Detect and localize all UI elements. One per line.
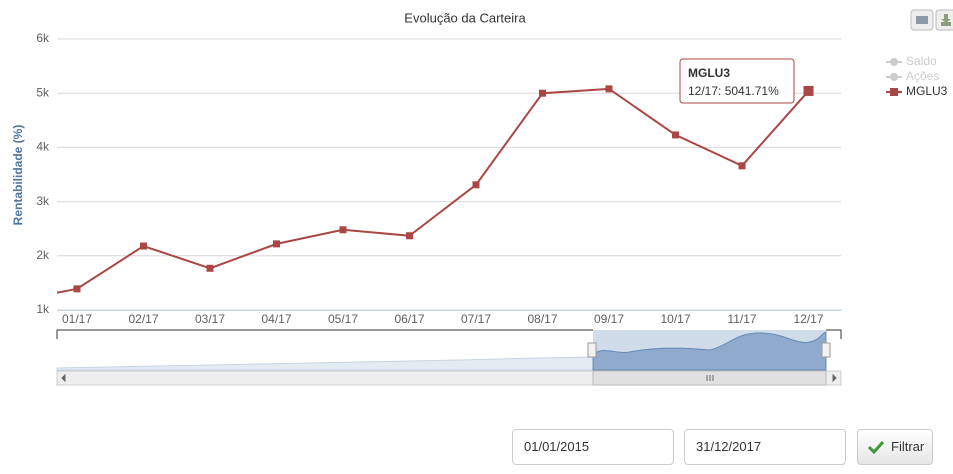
legend-label: Saldo [906,54,937,68]
point-marker [406,232,413,240]
x-tick-label: 12/17 [793,312,823,326]
chart-title: Evolução da Carteira [404,10,526,25]
legend-label: MGLU3 [906,84,948,98]
x-tick-label: 01/17 [62,312,92,326]
y-tick-label: 1k [36,302,50,316]
point-marker [206,264,214,272]
x-tick-label: 02/17 [128,312,158,326]
plot-area [7,85,814,305]
legend-label: Ações [906,69,939,83]
y-tick-label: 4k [36,140,50,154]
point-marker [73,285,81,293]
point-marker [140,242,147,250]
end-date-input[interactable]: 31/12/2017 [684,429,846,465]
x-tick-label: 09/17 [594,312,624,326]
check-icon [868,440,884,454]
chart: Evolução da Carteira Rentabilidade (%) 1… [7,9,953,386]
x-tick-label: 07/17 [461,312,491,326]
point-marker [7,298,14,305]
y-tick-label: 3k [36,194,50,208]
y-tick-label: 5k [36,85,50,99]
point-marker [273,240,280,248]
filter-button[interactable]: Filtrar [857,429,933,465]
tooltip-text: 12/17: 5041.71% [688,84,779,98]
point-marker [803,85,814,96]
tooltip-box [679,58,795,104]
y-tick-label: 6k [36,31,50,45]
y-axis-title: Rentabilidade (%) [11,125,25,226]
legend-symbol [890,88,898,96]
y-tick-label: 2k [36,248,50,262]
export-buttons[interactable] [910,9,953,31]
x-tick-label: 06/17 [394,312,424,326]
legend-symbol [890,58,898,66]
legend-symbol [890,73,898,81]
point-marker [605,85,613,93]
start-date-input[interactable]: 01/01/2015 [512,429,674,465]
x-tick-label: 03/17 [195,312,225,326]
x-tick-label: 05/17 [328,312,358,326]
point-marker [738,162,746,170]
point-marker [539,89,546,97]
x-tick-label: 10/17 [660,312,690,326]
point-marker [472,181,480,189]
filter-button-label: Filtrar [891,439,925,454]
series-line [57,87,810,294]
x-tick-label: 04/17 [261,312,291,326]
x-tick-label: 08/17 [527,312,557,326]
point-marker [672,131,679,139]
tooltip-title: MGLU3 [688,66,730,80]
x-tick-label: 11/17 [727,312,756,326]
point-marker [339,226,347,234]
navigator[interactable] [56,329,842,386]
